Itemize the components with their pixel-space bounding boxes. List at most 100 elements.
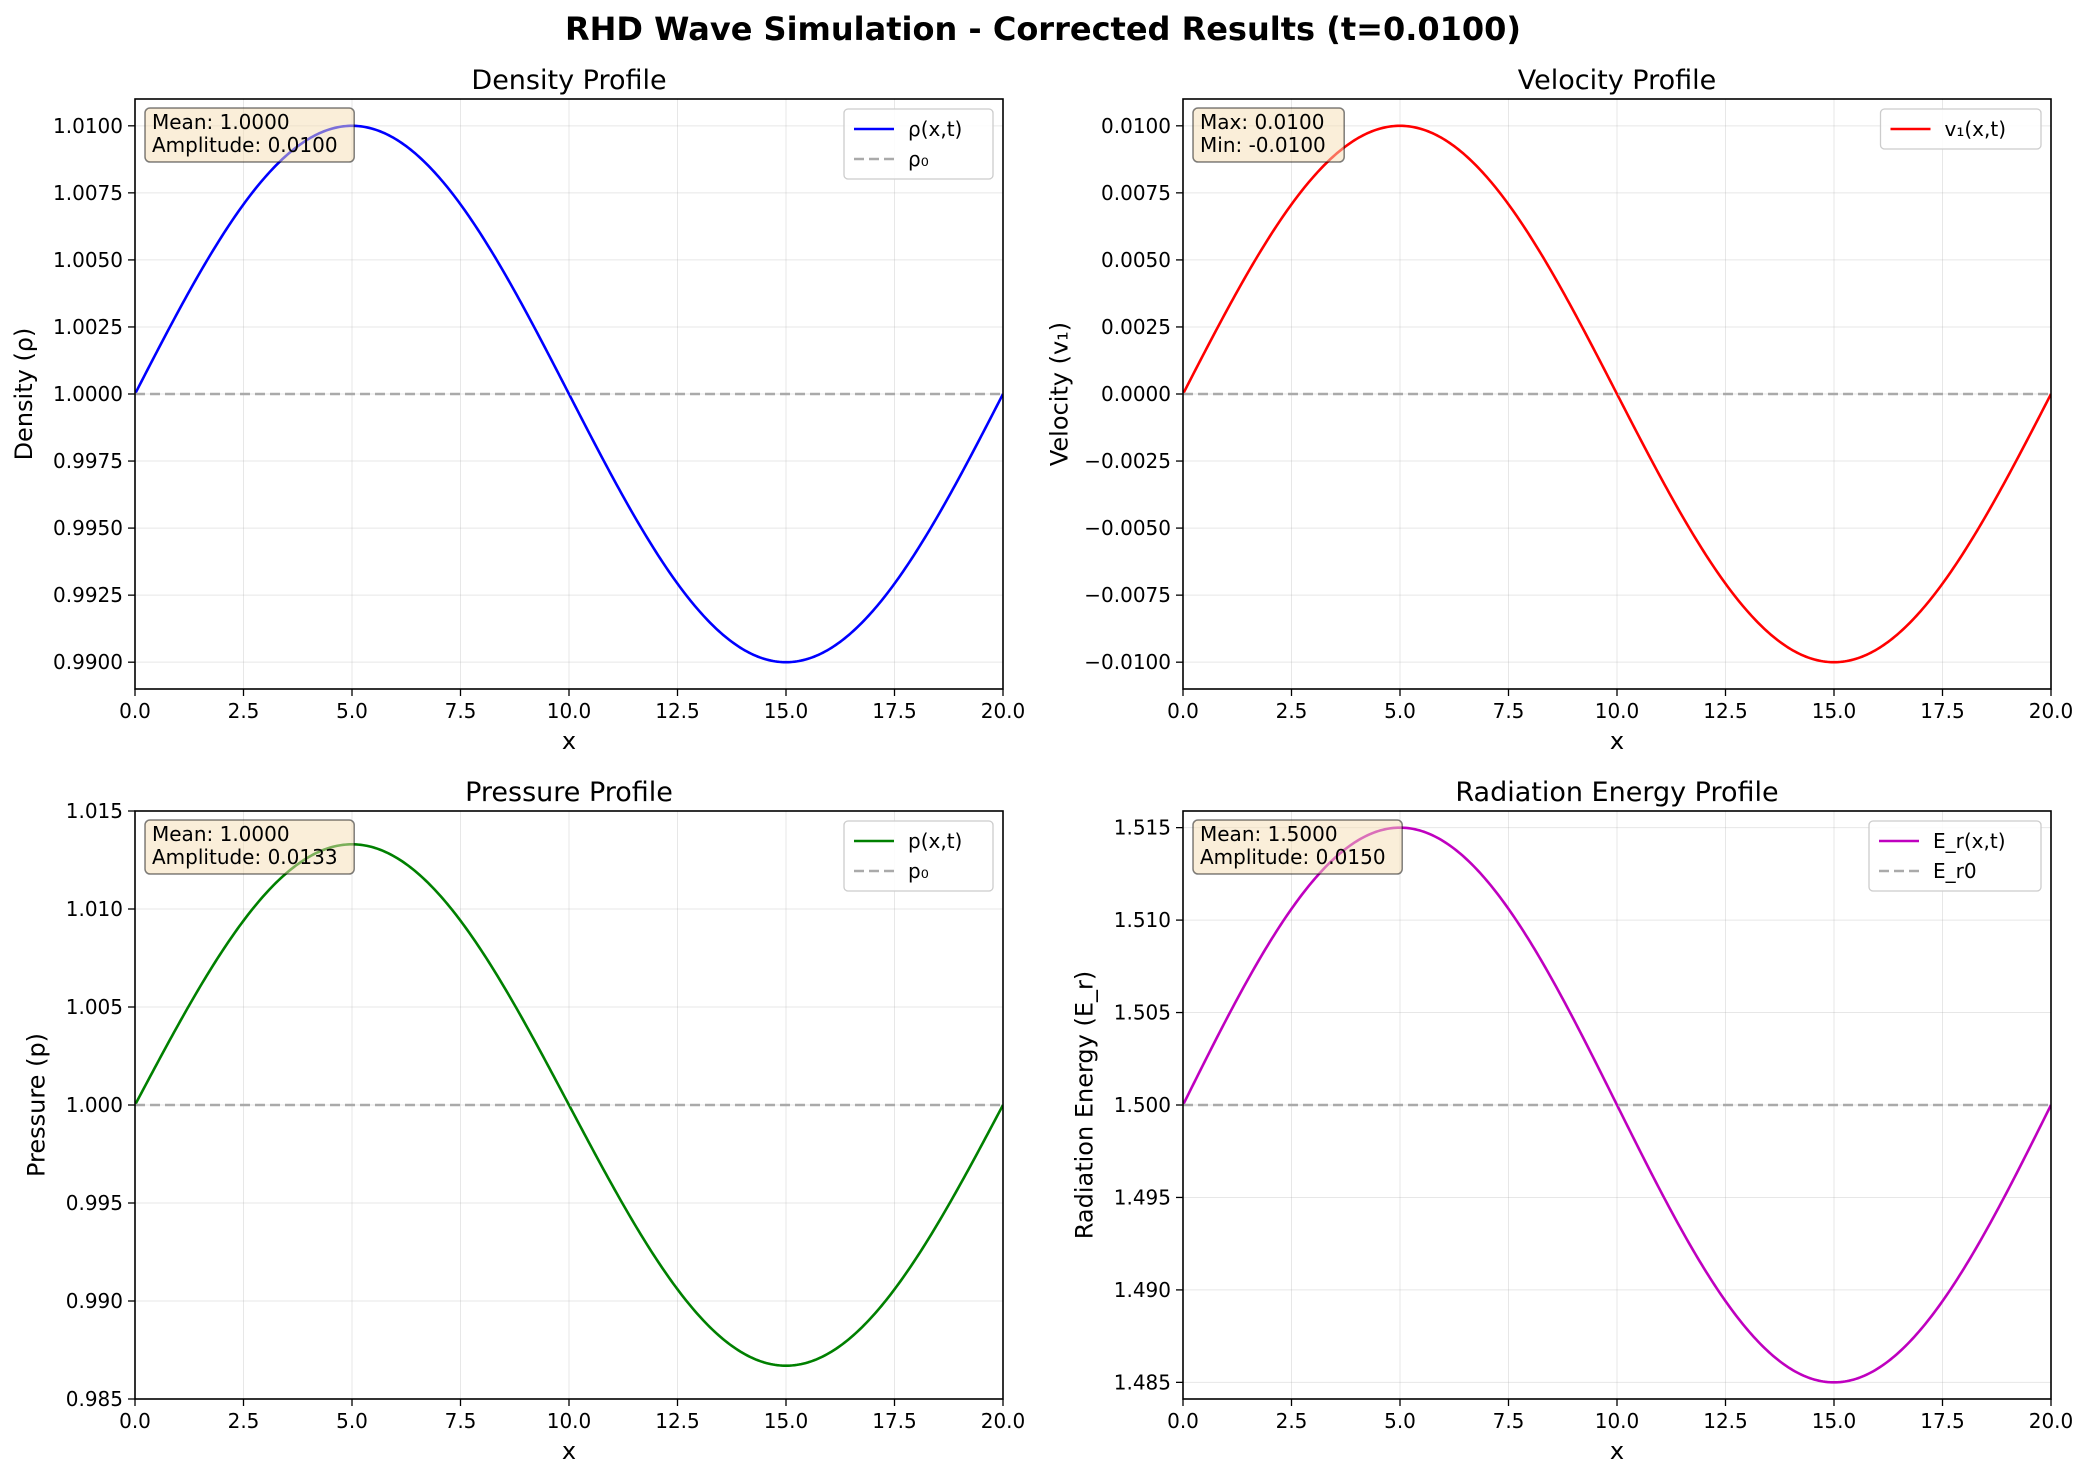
density-x-tick-label: 5.0 bbox=[336, 699, 368, 723]
velocity-y-tick-label: −0.0075 bbox=[1084, 583, 1171, 607]
density-legend: ρ(x,t) ρ₀ bbox=[843, 108, 994, 180]
pressure-x-tick-label: 10.0 bbox=[547, 1409, 592, 1433]
pressure-x-tick-label: 20.0 bbox=[981, 1409, 1026, 1433]
pressure-y-tick-label: 1.015 bbox=[66, 799, 123, 823]
velocity-x-tick-label: 17.5 bbox=[1920, 699, 1965, 723]
pressure-legend-label: p(x,t) bbox=[908, 829, 962, 853]
radiation-energy-x-tick-label: 15.0 bbox=[1812, 1409, 1857, 1433]
radiation-energy-x-tick-label: 17.5 bbox=[1920, 1409, 1965, 1433]
radiation-energy-x-tick-label: 2.5 bbox=[1276, 1409, 1308, 1433]
velocity-x-axis-label: x bbox=[1610, 727, 1624, 755]
velocity-y-tick-label: 0.0100 bbox=[1101, 114, 1171, 138]
velocity-y-tick-label: 0.0025 bbox=[1101, 315, 1171, 339]
radiation-energy-stats-text: Amplitude: 0.0150 bbox=[1200, 845, 1386, 869]
radiation-energy-y-tick-label: 1.495 bbox=[1114, 1185, 1171, 1209]
density-stats-text: Mean: 1.0000 bbox=[152, 110, 290, 134]
velocity-legend-label: v₁(x,t) bbox=[1945, 117, 2007, 141]
radiation-energy-x-axis-label: x bbox=[1610, 1437, 1624, 1465]
pressure-y-tick-label: 0.990 bbox=[66, 1289, 123, 1313]
density-x-tick-label: 7.5 bbox=[445, 699, 477, 723]
density-y-tick-label: 1.0025 bbox=[53, 315, 123, 339]
radiation-energy-x-tick-label: 12.5 bbox=[1703, 1409, 1748, 1433]
density-legend-label: ρ₀ bbox=[908, 147, 929, 171]
density-x-tick-label: 2.5 bbox=[228, 699, 260, 723]
pressure-panel: 0.0 2.5 5.0 7.5 10.0 12.5 15.0 17.5 20.0 0.985 0.9… bbox=[23, 777, 1026, 1465]
radiation-energy-y-tick-label: 1.515 bbox=[1114, 816, 1171, 840]
density-x-tick-label: 0.0 bbox=[119, 699, 151, 723]
density-stats-box-frame bbox=[144, 107, 355, 163]
pressure-x-tick-label: 0.0 bbox=[119, 1409, 151, 1433]
velocity-x-tick-label: 20.0 bbox=[2029, 699, 2074, 723]
radiation-energy-y-axis-label: Radiation Energy (E_r) bbox=[1071, 971, 1099, 1239]
pressure-x-tick-label: 5.0 bbox=[336, 1409, 368, 1433]
radiation-energy-legend-label: E_r0 bbox=[1933, 859, 1977, 883]
velocity-x-tick-label: 15.0 bbox=[1812, 699, 1857, 723]
radiation-energy-panel-title: Radiation Energy Profile bbox=[1455, 777, 1778, 808]
density-panel: 0.0 2.5 5.0 7.5 10.0 12.5 15.0 17.5 20.0 0.9900 0.… bbox=[10, 65, 1025, 755]
velocity-stats-text: Max: 0.0100 bbox=[1200, 110, 1324, 134]
density-x-axis-label: x bbox=[562, 727, 576, 755]
radiation-energy-legend-frame bbox=[1868, 820, 2042, 892]
velocity-panel: 0.0 2.5 5.0 7.5 10.0 12.5 15.0 17.5 20.0 −0.0100 −… bbox=[1046, 65, 2074, 755]
velocity-y-axis-label: Velocity (v₁) bbox=[1046, 322, 1074, 466]
density-x-tick-label: 20.0 bbox=[981, 699, 1026, 723]
pressure-x-tick-label: 7.5 bbox=[445, 1409, 477, 1433]
pressure-y-tick-label: 1.010 bbox=[66, 897, 123, 921]
density-x-tick-label: 17.5 bbox=[872, 699, 917, 723]
density-y-tick-label: 0.9950 bbox=[53, 516, 123, 540]
radiation-energy-y-tick-label: 1.510 bbox=[1114, 908, 1171, 932]
pressure-y-tick-label: 1.005 bbox=[66, 995, 123, 1019]
density-y-tick-label: 0.9925 bbox=[53, 583, 123, 607]
subplot-grid: 0.0 2.5 5.0 7.5 10.0 12.5 15.0 17.5 20.0 0.9900 0.… bbox=[10, 65, 2073, 1465]
velocity-x-tick-label: 7.5 bbox=[1493, 699, 1525, 723]
pressure-y-axis-label: Pressure (p) bbox=[23, 1033, 51, 1177]
radiation-energy-x-tick-label: 7.5 bbox=[1493, 1409, 1525, 1433]
velocity-y-tick-label: −0.0050 bbox=[1084, 516, 1171, 540]
pressure-x-tick-label: 17.5 bbox=[872, 1409, 917, 1433]
radiation-energy-x-tick-label: 0.0 bbox=[1167, 1409, 1199, 1433]
pressure-stats-text: Amplitude: 0.0133 bbox=[152, 845, 338, 869]
radiation-energy-stats-box-frame bbox=[1192, 819, 1403, 875]
velocity-x-tick-label: 10.0 bbox=[1595, 699, 1640, 723]
density-x-tick-label: 12.5 bbox=[655, 699, 700, 723]
radiation-energy-panel: 0.0 2.5 5.0 7.5 10.0 12.5 15.0 17.5 20.0 1.485 1.4… bbox=[1071, 777, 2074, 1465]
velocity-y-tick-label: 0.0075 bbox=[1101, 181, 1171, 205]
radiation-energy-y-tick-label: 1.490 bbox=[1114, 1278, 1171, 1302]
density-x-tick-label: 15.0 bbox=[764, 699, 809, 723]
density-legend-label: ρ(x,t) bbox=[908, 117, 962, 141]
pressure-x-tick-label: 12.5 bbox=[655, 1409, 700, 1433]
pressure-stats-box-frame bbox=[144, 819, 355, 875]
pressure-y-tick-label: 1.000 bbox=[66, 1093, 123, 1117]
velocity-panel-title: Velocity Profile bbox=[1518, 65, 1716, 96]
velocity-legend: v₁(x,t) bbox=[1879, 108, 2042, 150]
pressure-series-line bbox=[135, 843, 1003, 1367]
density-y-axis-label: Density (ρ) bbox=[10, 328, 38, 461]
pressure-y-tick-label: 0.985 bbox=[66, 1387, 123, 1411]
pressure-legend-frame bbox=[843, 820, 994, 892]
figure-title: RHD Wave Simulation - Corrected Results … bbox=[565, 10, 1521, 48]
pressure-x-axis-label: x bbox=[562, 1437, 576, 1465]
density-stats-text: Amplitude: 0.0100 bbox=[152, 133, 338, 157]
velocity-y-tick-label: −0.0025 bbox=[1084, 449, 1171, 473]
density-y-tick-label: 0.9900 bbox=[53, 650, 123, 674]
radiation-energy-x-tick-label: 10.0 bbox=[1595, 1409, 1640, 1433]
density-panel-title: Density Profile bbox=[471, 65, 666, 96]
pressure-stats-text: Mean: 1.0000 bbox=[152, 822, 290, 846]
density-x-tick-label: 10.0 bbox=[547, 699, 592, 723]
pressure-x-tick-label: 15.0 bbox=[764, 1409, 809, 1433]
radiation-energy-y-tick-label: 1.505 bbox=[1114, 1001, 1171, 1025]
pressure-plot-area bbox=[135, 843, 1003, 1367]
pressure-panel-title: Pressure Profile bbox=[465, 777, 673, 808]
pressure-y-tick-label: 0.995 bbox=[66, 1191, 123, 1215]
radiation-energy-stats-text: Mean: 1.5000 bbox=[1200, 822, 1338, 846]
velocity-x-tick-label: 0.0 bbox=[1167, 699, 1199, 723]
density-y-tick-label: 0.9975 bbox=[53, 449, 123, 473]
velocity-y-tick-label: 0.0000 bbox=[1101, 382, 1171, 406]
velocity-legend-frame bbox=[1879, 108, 2042, 150]
pressure-legend: p(x,t) p₀ bbox=[843, 820, 994, 892]
velocity-x-tick-label: 2.5 bbox=[1276, 699, 1308, 723]
